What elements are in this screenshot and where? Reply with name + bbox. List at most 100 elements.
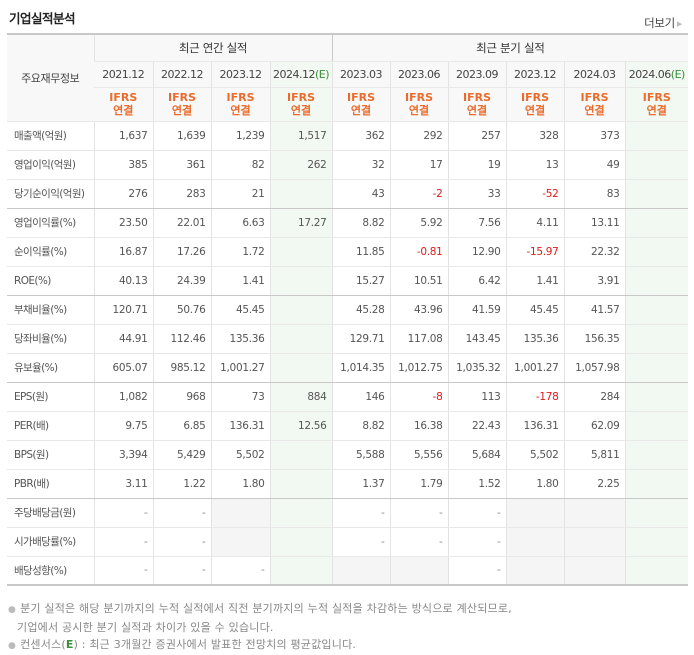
row-label: 시가배당률(%) — [7, 527, 94, 557]
value-cell — [624, 556, 689, 586]
table-row: PBR(배) 3.11 1.22 1.80 1.37 1.79 1.52 1.80 2.25 — [7, 469, 689, 499]
value-cell — [624, 498, 689, 528]
accounting-basis-header: IFRS 연결 — [94, 87, 153, 122]
period-header: 2023.09 — [447, 61, 507, 88]
value-cell: 10.51 — [389, 266, 449, 296]
value-cell: 143.45 — [447, 324, 507, 354]
value-cell: 1.41 — [505, 266, 565, 296]
value-cell — [624, 440, 689, 470]
value-cell: 9.75 — [93, 411, 153, 441]
value-cell — [269, 295, 333, 325]
value-cell: 1,057.98 — [563, 353, 626, 383]
value-cell: 1,637 — [93, 121, 153, 151]
value-cell — [269, 469, 333, 499]
value-cell — [624, 295, 689, 325]
value-cell: 146 — [331, 382, 391, 412]
value-cell: 44.91 — [93, 324, 153, 354]
section-title: 기업실적분석 — [9, 11, 76, 26]
value-cell — [269, 353, 333, 383]
value-cell: - — [152, 498, 211, 528]
value-cell: 5,684 — [447, 440, 507, 470]
value-cell — [505, 498, 565, 528]
value-cell — [624, 324, 689, 354]
table-row: 주당배당금(원) - - - - - — [7, 498, 689, 528]
row-label: 부채비율(%) — [7, 295, 94, 325]
table-row: 배당성향(%) - - - - — [7, 556, 689, 586]
row-label: 유보율(%) — [7, 353, 94, 383]
value-cell: 968 — [152, 382, 211, 412]
value-cell: - — [447, 556, 507, 586]
value-cell: 5,811 — [563, 440, 626, 470]
value-cell: 1,639 — [152, 121, 211, 151]
row-label: 순이익률(%) — [7, 237, 94, 267]
value-cell: 3.11 — [93, 469, 153, 499]
value-cell: 45.45 — [210, 295, 270, 325]
value-cell: 1.22 — [152, 469, 211, 499]
row-label: PBR(배) — [7, 469, 94, 499]
value-cell: 82 — [210, 150, 270, 180]
value-cell: 5,588 — [331, 440, 391, 470]
value-cell — [624, 527, 689, 557]
value-cell — [624, 353, 689, 383]
value-cell: 49 — [563, 150, 626, 180]
value-cell: 1.37 — [331, 469, 391, 499]
value-cell: 17.27 — [269, 208, 333, 238]
value-cell: -0.81 — [389, 237, 449, 267]
value-cell — [563, 527, 626, 557]
value-cell: 5,429 — [152, 440, 211, 470]
value-cell — [269, 179, 333, 209]
value-cell — [624, 411, 689, 441]
value-cell: 83 — [563, 179, 626, 209]
value-cell — [624, 266, 689, 296]
value-cell — [269, 237, 333, 267]
label-column-header: 주요재무정보 — [7, 34, 94, 122]
value-cell: - — [447, 498, 507, 528]
value-cell — [269, 498, 333, 528]
value-cell: -52 — [505, 179, 565, 209]
value-cell: 385 — [93, 150, 153, 180]
value-cell: 5,502 — [210, 440, 270, 470]
value-cell: 135.36 — [210, 324, 270, 354]
row-label: 당좌비율(%) — [7, 324, 94, 354]
table-row: 영업이익(억원) 385 361 82 262 32 17 19 13 49 — [7, 150, 689, 180]
value-cell: -8 — [389, 382, 449, 412]
footnote-quarterly: ● 분기 실적은 해당 분기까지의 누적 실적에서 직전 분기까지의 누적 실적을… — [8, 602, 512, 615]
more-link[interactable]: 더보기 ▶ — [644, 15, 682, 31]
value-cell — [624, 150, 689, 180]
value-cell — [563, 498, 626, 528]
value-cell — [624, 469, 689, 499]
period-header: 2023.06 — [389, 61, 449, 88]
value-cell: 1,001.27 — [505, 353, 565, 383]
value-cell: 3.91 — [563, 266, 626, 296]
value-cell — [331, 556, 391, 586]
triangle-right-icon: ▶ — [676, 20, 682, 28]
value-cell: - — [447, 527, 507, 557]
value-cell: 1,082 — [93, 382, 153, 412]
quarterly-group-header: 최근 분기 실적 — [331, 34, 689, 62]
value-cell: 1.41 — [210, 266, 270, 296]
value-cell: 129.71 — [331, 324, 391, 354]
row-label: 영업이익(억원) — [7, 150, 94, 180]
value-cell: 50.76 — [152, 295, 211, 325]
value-cell: 136.31 — [505, 411, 565, 441]
value-cell — [210, 527, 270, 557]
period-header: 2022.12 — [152, 61, 211, 88]
value-cell: 284 — [563, 382, 626, 412]
value-cell — [269, 324, 333, 354]
accounting-basis-header: IFRS 연결 — [447, 87, 507, 122]
footnotes: ● 분기 실적은 해당 분기까지의 누적 실적에서 직전 분기까지의 누적 실적을… — [8, 600, 512, 655]
value-cell: 21 — [210, 179, 270, 209]
value-cell: 262 — [269, 150, 333, 180]
value-cell: - — [93, 556, 153, 586]
period-header: 2023.12 — [210, 61, 270, 88]
row-label: 배당성향(%) — [7, 556, 94, 586]
value-cell: 156.35 — [563, 324, 626, 354]
value-cell: 40.13 — [93, 266, 153, 296]
value-cell — [563, 556, 626, 586]
value-cell: 257 — [447, 121, 507, 151]
row-label: ROE(%) — [7, 266, 94, 296]
row-label: 주당배당금(원) — [7, 498, 94, 528]
accounting-basis-header: IFRS 연결 — [389, 87, 449, 122]
table-row: 부채비율(%) 120.71 50.76 45.45 45.28 43.96 41.59 45… — [7, 295, 689, 325]
period-header: 2023.12 — [505, 61, 565, 88]
